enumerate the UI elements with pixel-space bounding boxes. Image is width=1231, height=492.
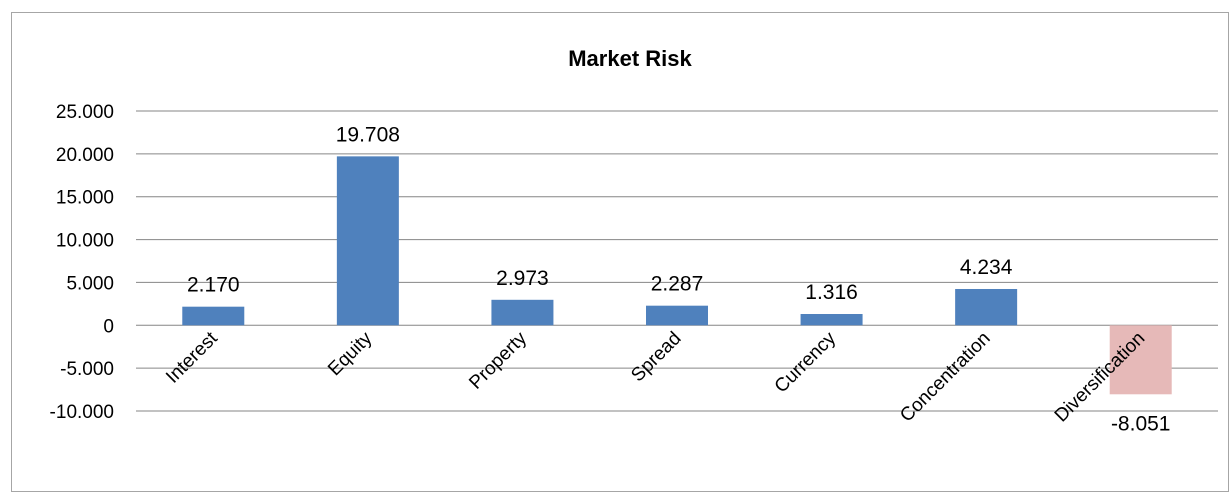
category-label: Concentration xyxy=(896,328,994,426)
y-tick-label: 20.000 xyxy=(56,145,114,166)
y-tick-label: 25.000 xyxy=(56,102,114,123)
bar-property xyxy=(491,299,554,326)
bar-interest xyxy=(182,306,245,326)
category-label: Property xyxy=(465,328,531,394)
bars xyxy=(182,156,1172,395)
category-label: Interest xyxy=(162,327,222,387)
category-labels: Interest Equity Property Spread Currency Conc… xyxy=(162,327,1149,426)
data-label: 19.708 xyxy=(336,123,400,146)
category-label: Currency xyxy=(771,328,841,398)
data-label: -8.051 xyxy=(1111,412,1171,435)
bar-concentration xyxy=(955,288,1018,326)
gridlines xyxy=(136,110,1218,412)
bar-diversification xyxy=(1109,325,1172,395)
y-tick-label: -5.000 xyxy=(60,359,114,380)
data-label: 2.973 xyxy=(496,267,549,290)
data-label: 2.287 xyxy=(651,273,704,296)
data-label: 1.316 xyxy=(805,281,858,304)
market-risk-chart: Market Risk 25.000 20.000 15.000 10.000 5.00… xyxy=(50,46,1218,435)
bar-equity xyxy=(336,156,399,326)
y-tick-label: 5.000 xyxy=(66,273,114,294)
data-label: 4.234 xyxy=(960,256,1013,279)
category-label: Spread xyxy=(627,328,685,386)
y-tick-label: 0 xyxy=(103,316,114,337)
bar-currency xyxy=(800,314,863,326)
bar-spread xyxy=(646,305,708,326)
category-label: Equity xyxy=(324,328,377,381)
y-tick-label: 10.000 xyxy=(56,231,114,252)
chart-title: Market Risk xyxy=(568,46,692,71)
y-tick-label: -10.000 xyxy=(50,402,114,423)
data-label: 2.170 xyxy=(187,274,240,297)
y-tick-label: 15.000 xyxy=(56,188,114,209)
y-axis-ticks: 25.000 20.000 15.000 10.000 5.000 0 -5.000 -10.… xyxy=(50,102,114,423)
data-labels: 2.170 19.708 2.973 2.287 1.316 4.234 -8.051 xyxy=(187,123,1170,435)
